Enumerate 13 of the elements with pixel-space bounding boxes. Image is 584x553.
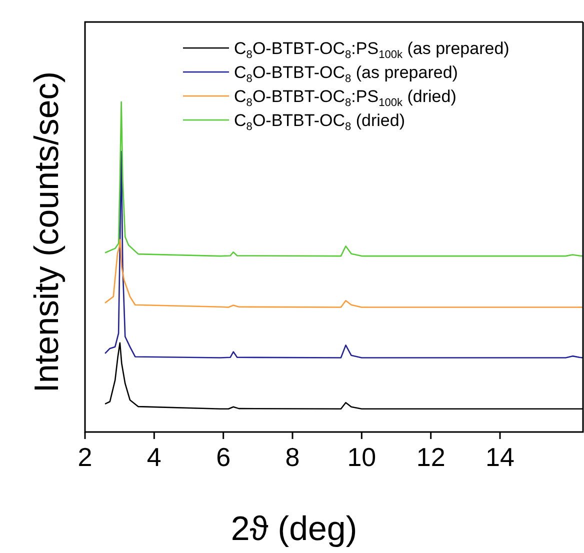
legend-label: C$_{8}$O-BTBT-OC$_{8}$ (as prepared) [234, 63, 458, 85]
legend-label: C$_{8}$O-BTBT-OC$_{8}$:PS$_{100k}$ (dried) [234, 87, 456, 109]
x-tick-label: 2 [78, 442, 92, 472]
y-axis-title: Intensity (counts/sec) [28, 71, 66, 393]
x-tick-label: 10 [347, 442, 376, 472]
legend-label: C$_{8}$O-BTBT-OC$_{8}$:PS$_{100k}$ (as prepared) [234, 39, 510, 61]
x-tick-label: 14 [486, 442, 514, 472]
x-tick-label: 6 [216, 442, 231, 472]
x-tick-label: 12 [416, 442, 446, 472]
x-axis-title: 2ϑ (deg) [230, 510, 358, 548]
x-tick-label: 8 [285, 442, 300, 472]
x-tick-label: 4 [146, 442, 162, 472]
legend-label: C$_{8}$O-BTBT-OC$_{8}$ (dried) [234, 111, 406, 133]
